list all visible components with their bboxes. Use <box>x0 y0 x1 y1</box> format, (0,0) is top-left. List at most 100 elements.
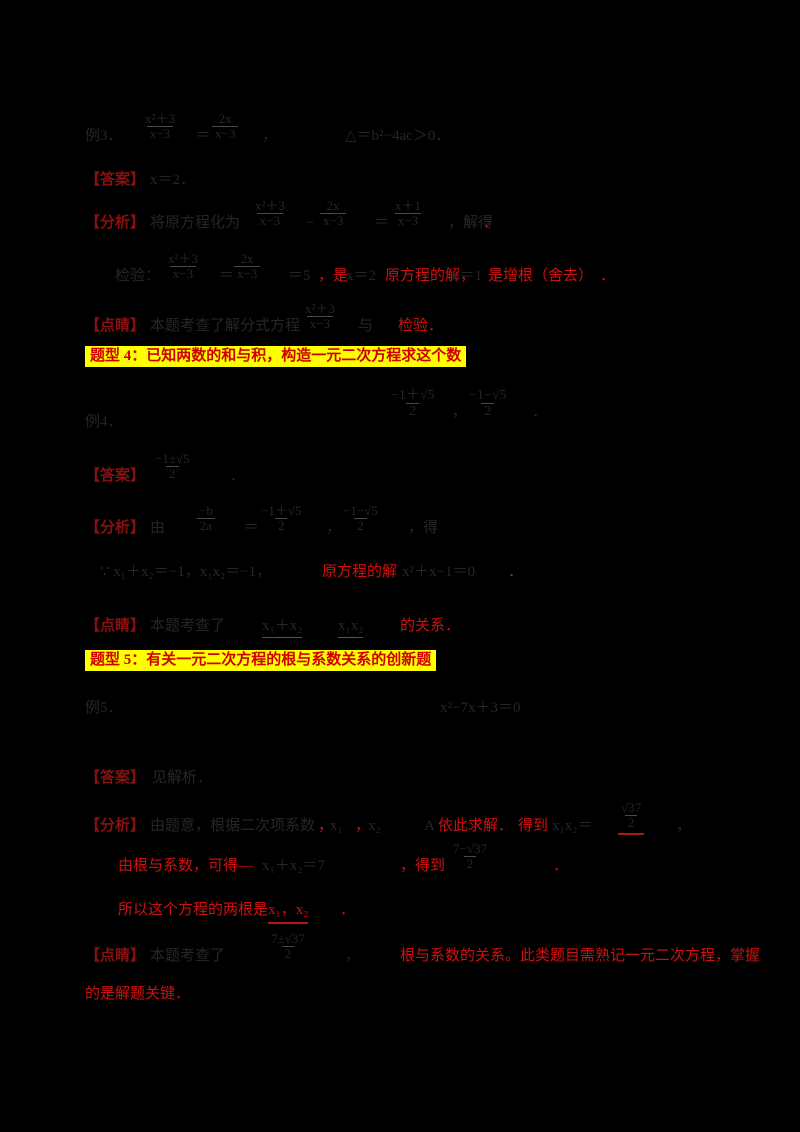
analysis-text: ，得 <box>408 520 439 536</box>
fraction: x＋1 x−3 <box>392 198 424 229</box>
punctuation: ． <box>553 858 569 874</box>
punctuation: ． <box>532 404 548 420</box>
fraction-denominator: x−3 <box>234 266 261 281</box>
fraction: 2x x−3 <box>320 198 347 229</box>
note-text: 本题考查了解分式方程 <box>150 318 301 334</box>
red-text: 得到 <box>518 818 549 834</box>
answer-value: x＝2． <box>150 172 196 188</box>
punctuation: ， <box>318 818 334 834</box>
analysis-text: ，解得 <box>448 215 494 231</box>
fraction: 2x x−3 <box>212 111 239 142</box>
fraction-denominator: 2 <box>354 518 367 533</box>
red-text: 原方程的解 <box>322 564 398 580</box>
fraction-denominator: x−3 <box>320 213 347 228</box>
fraction: 7−√37 2 <box>450 841 490 872</box>
underlined-math: x₁＋x₂ <box>262 616 303 638</box>
fraction-denominator: 2 <box>281 946 295 961</box>
punctuation: ， <box>345 948 361 964</box>
red-text: 的是解题关键． <box>85 986 191 1002</box>
fraction-denominator: 2 <box>406 403 420 419</box>
note-label: 【点睛】 <box>85 318 146 334</box>
fraction-denominator: x−3 <box>146 126 174 141</box>
fraction-numerator: x＋1 <box>395 198 422 213</box>
fraction-denominator: 2 <box>166 466 179 481</box>
punctuation: ． <box>600 268 616 284</box>
fraction-denominator: 2 <box>463 856 477 871</box>
analysis-text: 由题意，根据二次项系数 <box>150 818 316 834</box>
fraction-denominator: 2 <box>624 815 638 830</box>
fraction-denominator: 2 <box>481 403 495 419</box>
fraction-numerator: −1−√5 <box>469 388 507 403</box>
math-text: x₂ <box>368 818 381 834</box>
red-text: 根与系数的关系。此类题目需熟记一元二次方程，掌握 <box>400 948 761 964</box>
minus-sign: − <box>306 215 315 231</box>
fraction: −b 2a <box>196 503 216 534</box>
equals-sign: ＝ <box>374 215 390 231</box>
analysis-label: 【分析】 <box>85 818 146 834</box>
answer-value: 见解析． <box>152 770 213 786</box>
fraction: −1±√5 2 <box>152 451 193 482</box>
fraction-numerator: −1＋√5 <box>391 388 435 403</box>
fraction: √37 2 <box>618 800 644 831</box>
red-text: 的关系． <box>400 618 461 634</box>
fraction-numerator: −1−√5 <box>343 503 378 518</box>
fraction-numerator: x²＋3 <box>145 111 175 126</box>
fraction-numerator: x²＋3 <box>168 251 198 266</box>
math-text: x＝2 <box>346 268 377 284</box>
red-text: 检验． <box>398 318 444 334</box>
fraction-numerator: −1±√5 <box>155 451 190 466</box>
fraction-numerator: 7−√37 <box>453 841 487 856</box>
fraction-denominator: x−3 <box>169 266 197 281</box>
fraction: x²＋3 x−3 <box>302 301 338 332</box>
red-text: 是增根（舍去） <box>488 268 594 284</box>
fraction: −1−√5 2 <box>340 503 381 534</box>
fraction: x²＋3 x−3 <box>142 111 178 142</box>
punctuation: ． <box>508 564 524 580</box>
red-text: 由根与系数，可得— <box>118 858 254 874</box>
example-number: 例5． <box>85 700 123 716</box>
underlined-answer-blank: √37 2 <box>618 800 645 835</box>
red-text: 所以这个方程的两根是 <box>118 902 269 918</box>
fraction-denominator: x−3 <box>256 213 284 228</box>
check-text: 检验： <box>115 268 161 284</box>
fraction-numerator: 7±√37 <box>271 931 305 946</box>
fraction: −1＋√5 2 <box>388 388 438 420</box>
note-label: 【点睛】 <box>85 618 146 634</box>
analysis-label: 【分析】 <box>85 520 146 536</box>
fraction-denominator: x−3 <box>212 126 239 141</box>
math-text: ＝5 <box>288 268 311 284</box>
math-text: A <box>424 818 435 834</box>
note-text: 与 <box>358 318 374 334</box>
fraction: 7±√37 2 <box>268 931 308 962</box>
analysis-label: 【分析】 <box>85 215 146 231</box>
fraction-denominator: 2a <box>196 518 216 533</box>
fraction: x²＋3 x−3 <box>252 198 288 229</box>
fraction: 2x x−3 <box>234 251 261 282</box>
underlined-math: x₁x₂ <box>338 616 364 638</box>
analysis-text: 将原方程化为 <box>150 215 241 231</box>
math-text: x²＋x−1＝0 <box>402 564 475 580</box>
note-text: 本题考查了 <box>150 948 226 964</box>
math-text: x₁x₂＝ <box>552 818 593 834</box>
topic4-heading: 题型 4：已知两数的和与积，构造一元二次方程求这个数 <box>85 346 467 367</box>
punctuation: ， <box>676 818 692 834</box>
answer-label: 【答案】 <box>85 172 146 188</box>
note-label: 【点睛】 <box>85 948 146 964</box>
fraction-numerator: 2x <box>326 198 340 213</box>
red-text: 原方程的解， <box>385 268 476 284</box>
fraction-numerator: √37 <box>621 800 642 815</box>
math-text: x₁＋x₂＝7 <box>262 858 325 874</box>
punctuation: ， <box>326 520 342 536</box>
answer-label: 【答案】 <box>85 770 146 786</box>
punctuation: ， <box>262 128 278 144</box>
math-text: x＝1 <box>452 268 483 284</box>
red-text: ，是 <box>318 268 349 284</box>
math-text: x²−7x＋3＝0 <box>440 700 521 716</box>
math-text: x₁ <box>330 818 343 834</box>
equals-sign: ＝ <box>244 520 260 536</box>
red-text: ，得到 <box>400 858 446 874</box>
fraction-numerator: 2x <box>218 111 232 126</box>
example-number: 例4． <box>85 414 123 430</box>
punctuation: ， <box>355 818 371 834</box>
fraction-numerator: 2x <box>240 251 254 266</box>
